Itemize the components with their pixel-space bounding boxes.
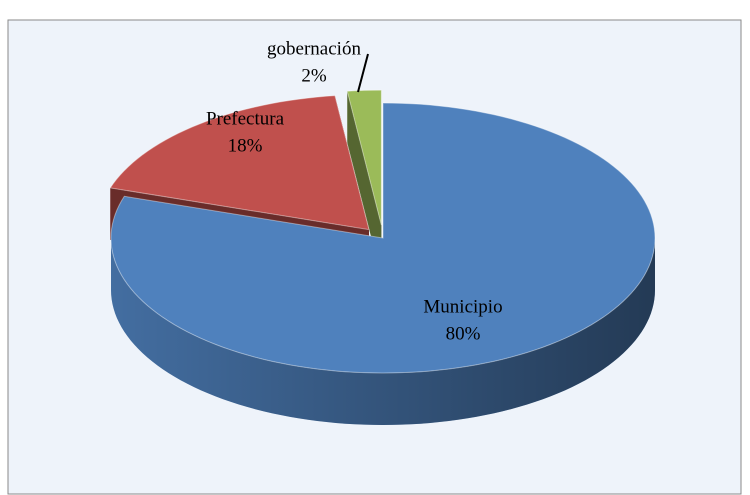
- slice-edge: [347, 91, 382, 278]
- slice-edge-shade: [347, 91, 382, 278]
- slice: [109, 95, 370, 231]
- slice-side-shade: [111, 238, 655, 425]
- slice: [110, 102, 656, 374]
- slice-label: Municipio: [423, 296, 502, 317]
- slice-label: gobernación: [267, 38, 361, 59]
- slice: [346, 89, 382, 226]
- slice-value-label: 80%: [446, 323, 481, 344]
- leader-line: [357, 53, 369, 93]
- slice-label: Prefectura: [206, 108, 285, 129]
- slice-value-label: 18%: [228, 135, 263, 156]
- slice-value-label: 2%: [301, 65, 327, 86]
